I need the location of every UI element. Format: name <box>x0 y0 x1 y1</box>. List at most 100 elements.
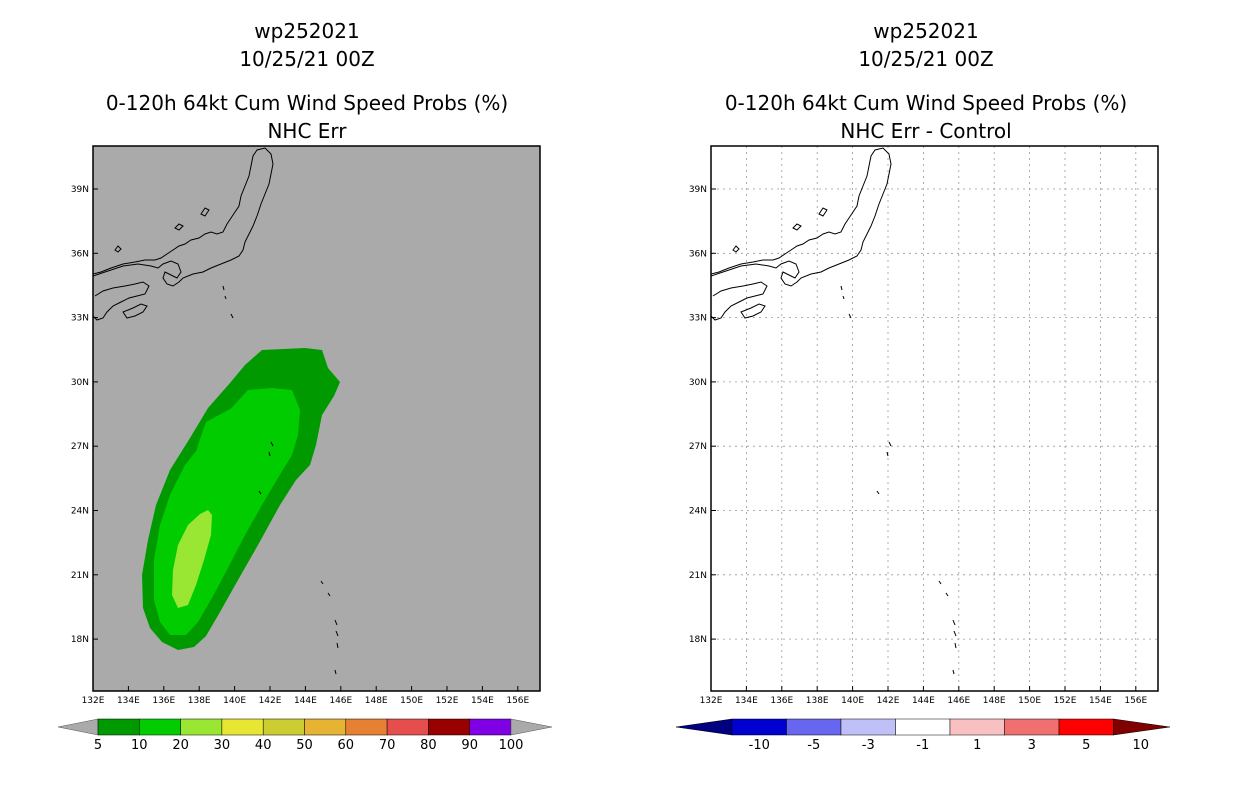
lon-tick-label: 140E <box>841 696 864 706</box>
colorbar-label: 5 <box>1082 738 1090 753</box>
lat-tick-label: 24N <box>71 507 89 517</box>
colorbar-label: 40 <box>255 738 272 753</box>
lon-tick-label: 138E <box>188 696 211 706</box>
lon-tick-label: 138E <box>806 696 829 706</box>
colorbar-label: 3 <box>1028 738 1036 753</box>
left-probability-contours <box>93 147 340 675</box>
right-map-background <box>711 146 1158 691</box>
colorbar-label: 5 <box>94 738 102 753</box>
colorbar-swatch <box>345 718 388 736</box>
colorbar-label: 10 <box>131 738 148 753</box>
lat-tick-label: 36N <box>71 249 89 259</box>
lat-tick-label: 30N <box>689 378 707 388</box>
colorbar-label: 30 <box>214 738 231 753</box>
lat-tick-label: 36N <box>689 249 707 259</box>
lon-tick-label: 144E <box>912 696 935 706</box>
lon-tick-label: 146E <box>329 696 352 706</box>
colorbar-label: -10 <box>749 738 770 753</box>
colorbar-label: -3 <box>862 738 875 753</box>
right-title-storm: wp252021 <box>873 19 978 43</box>
colorbar-swatch <box>262 718 305 736</box>
colorbar-label: 60 <box>338 738 355 753</box>
lon-tick-label: 150E <box>1018 696 1041 706</box>
lon-tick-label: 142E <box>877 696 900 706</box>
lon-tick-label: 156E <box>1124 696 1147 706</box>
colorbar-high-arrow <box>1113 718 1171 736</box>
lon-tick-label: 132E <box>700 696 723 706</box>
left-title-storm: wp252021 <box>254 19 359 43</box>
colorbar-swatch <box>386 718 429 736</box>
colorbar-swatch <box>180 718 223 736</box>
colorbar-label: 80 <box>420 738 437 753</box>
prob-20-contour <box>172 510 212 608</box>
lon-tick-label: 134E <box>735 696 758 706</box>
right-colorbar: -10 -5 -3 -1 1 3 5 10 <box>675 718 1171 753</box>
lon-tick-label: 154E <box>1089 696 1112 706</box>
lat-tick-label: 21N <box>689 571 707 581</box>
colorbar-label: 50 <box>296 738 313 753</box>
colorbar-low-arrow <box>675 718 733 736</box>
colorbar-label: 20 <box>172 738 189 753</box>
lon-tick-label: 140E <box>223 696 246 706</box>
colorbar-swatch <box>1058 718 1114 736</box>
lat-tick-label: 30N <box>71 378 89 388</box>
lon-tick-label: 142E <box>259 696 282 706</box>
colorbar-swatch <box>428 718 470 736</box>
right-title-date: 10/25/21 00Z <box>858 47 993 71</box>
left-axis-ticks: 132E 134E 136E 138E 140E 142E 144E 146E 148E 150E… <box>71 185 530 706</box>
lon-tick-label: 154E <box>471 696 494 706</box>
colorbar-swatch <box>304 718 347 736</box>
lat-tick-label: 18N <box>689 635 707 645</box>
colorbar-label: 90 <box>461 738 478 753</box>
right-map-frame <box>710 145 1159 692</box>
lat-tick-label: 24N <box>689 507 707 517</box>
lon-tick-label: 136E <box>152 696 175 706</box>
lat-tick-label: 39N <box>71 185 89 195</box>
lat-tick-label: 18N <box>71 635 89 645</box>
right-title-subtitle: NHC Err - Control <box>840 119 1011 143</box>
colorbar-label: -1 <box>916 738 929 753</box>
lon-tick-label: 132E <box>82 696 105 706</box>
lat-tick-label: 33N <box>689 314 707 324</box>
left-title-product: 0-120h 64kt Cum Wind Speed Probs (%) <box>106 91 508 115</box>
right-gridlines <box>711 146 1158 691</box>
lon-tick-label: 136E <box>770 696 793 706</box>
prob-5-island-blob <box>299 450 311 462</box>
colorbar-swatch <box>840 718 896 736</box>
lon-tick-label: 144E <box>294 696 317 706</box>
lat-tick-label: 39N <box>689 185 707 195</box>
colorbar-swatch <box>469 718 512 736</box>
lat-tick-label: 27N <box>71 442 89 452</box>
colorbar-label: -5 <box>807 738 820 753</box>
lon-tick-label: 148E <box>983 696 1006 706</box>
colorbar-label: 70 <box>379 738 396 753</box>
colorbar-label: 10 <box>1132 738 1149 753</box>
right-title-product: 0-120h 64kt Cum Wind Speed Probs (%) <box>725 91 1127 115</box>
colorbar-swatch <box>97 718 140 736</box>
colorbar-swatch <box>731 718 787 736</box>
lat-tick-label: 21N <box>71 571 89 581</box>
lat-tick-label: 33N <box>71 314 89 324</box>
lon-tick-label: 134E <box>117 696 140 706</box>
colorbar-high-arrow <box>510 718 553 736</box>
left-title-date: 10/25/21 00Z <box>239 47 374 71</box>
left-colorbar: 5 10 20 30 40 50 60 70 80 90 100 <box>57 718 553 753</box>
lon-tick-label: 152E <box>436 696 459 706</box>
colorbar-swatch <box>1004 718 1060 736</box>
right-axis-ticks: 132E 134E 136E 138E 140E 142E 144E 146E 148E 150E… <box>689 185 1148 706</box>
colorbar-label: 100 <box>499 738 524 753</box>
lon-tick-label: 156E <box>506 696 529 706</box>
lon-tick-label: 146E <box>947 696 970 706</box>
lat-tick-label: 27N <box>689 442 707 452</box>
colorbar-swatch <box>949 718 1005 736</box>
lon-tick-label: 148E <box>365 696 388 706</box>
right-panel: wp252021 10/25/21 00Z 0-120h 64kt Cum Wi… <box>675 19 1171 753</box>
left-title-subtitle: NHC Err <box>267 119 347 143</box>
lon-tick-label: 150E <box>400 696 423 706</box>
left-panel: wp252021 10/25/21 00Z 0-120h 64kt Cum Wi… <box>57 19 553 753</box>
colorbar-swatch <box>139 718 181 736</box>
colorbar-swatch <box>786 718 842 736</box>
colorbar-low-arrow <box>57 718 99 736</box>
colorbar-swatch <box>221 718 264 736</box>
